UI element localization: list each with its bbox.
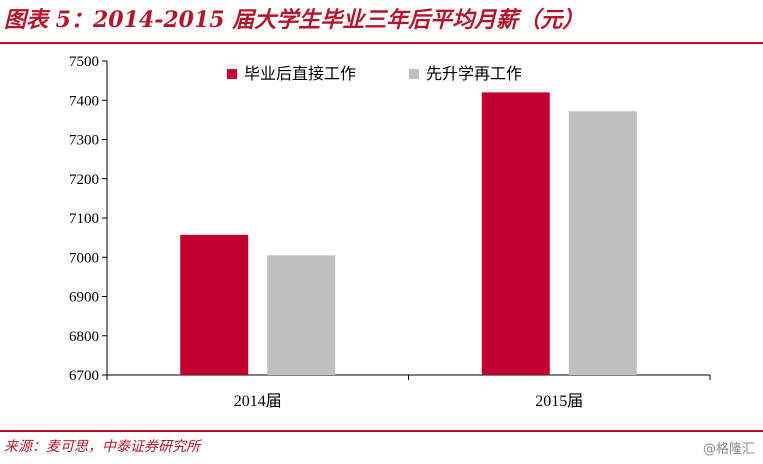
legend-label-1: 毕业后直接工作 (244, 64, 356, 83)
bars (180, 92, 637, 376)
bar-1-2 (481, 92, 550, 376)
y-tick-label: 7500 (69, 54, 99, 70)
y-axis: 6700 6800 6900 7000 7100 7200 7300 7400 7500 (69, 54, 108, 384)
y-tick-label: 7100 (69, 211, 99, 227)
x-tick-label: 2015届 (535, 393, 583, 410)
page-title: 图表 5：2014-2015 届大学生毕业三年后平均月薪（元） (4, 7, 585, 33)
y-tick-label: 7300 (69, 133, 99, 149)
watermark: @格隆汇 (702, 442, 755, 457)
y-tick-label: 6900 (69, 290, 99, 306)
legend-label-2: 先升学再工作 (426, 64, 522, 83)
y-tick-label: 7200 (69, 172, 99, 188)
bar-2-1 (267, 255, 336, 375)
y-tick-label: 7000 (69, 250, 99, 266)
y-tick-label: 7400 (69, 93, 99, 109)
bar-2-2 (568, 111, 637, 376)
x-axis: 2014届 2015届 (106, 374, 711, 410)
legend-swatch-2 (409, 69, 419, 79)
y-tick-label: 6700 (69, 368, 99, 384)
legend: 毕业后直接工作 先升学再工作 (227, 64, 522, 83)
footer-divider (0, 430, 763, 432)
bar-chart: 6700 6800 6900 7000 7100 7200 7300 7400 7500 201… (69, 54, 711, 410)
source-note: 来源：麦可思，中泰证券研究所 (4, 439, 200, 455)
legend-swatch-1 (227, 69, 237, 79)
x-tick-label: 2014届 (234, 393, 282, 410)
title-divider (0, 42, 763, 44)
bar-1-1 (180, 234, 249, 375)
y-tick-label: 6800 (69, 329, 99, 345)
